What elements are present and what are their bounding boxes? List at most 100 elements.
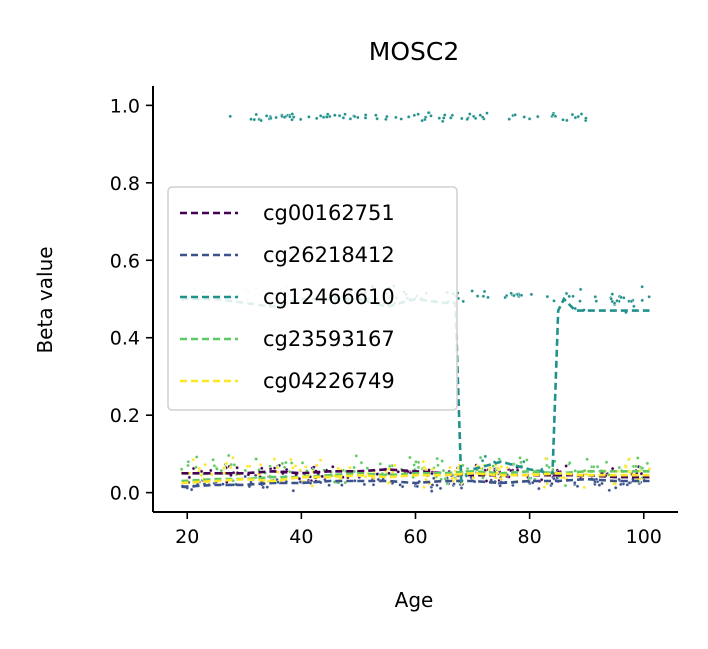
scatter-point <box>330 464 335 469</box>
scatter-point <box>450 476 455 481</box>
scatter-point <box>563 483 568 488</box>
scatter-point <box>363 474 368 479</box>
x-tick-label: 40 <box>289 526 313 548</box>
scatter-point <box>300 461 305 465</box>
scatter-point <box>568 461 572 465</box>
scatter-point <box>561 118 565 122</box>
scatter-point <box>284 460 288 465</box>
scatter-point <box>610 292 615 296</box>
scatter-point <box>575 484 580 489</box>
scatter-point <box>254 457 259 461</box>
legend-label: cg26218412 <box>263 243 395 267</box>
scatter-point <box>609 297 614 301</box>
scatter-point <box>497 457 502 461</box>
scatter-point <box>400 484 405 489</box>
scatter-point <box>480 458 485 463</box>
scatter-point <box>289 457 293 462</box>
scatter-point <box>189 487 194 492</box>
scatter-point <box>482 289 487 294</box>
scatter-point <box>253 475 258 480</box>
scatter-point <box>315 463 319 468</box>
scatter-point <box>376 477 381 482</box>
scatter-point <box>639 471 644 476</box>
scatter-point <box>551 112 555 117</box>
scatter-point <box>461 299 466 304</box>
scatter-point <box>537 486 541 491</box>
scatter-point <box>179 467 184 472</box>
y-tick-label: 1.0 <box>110 95 140 117</box>
scatter-point <box>374 113 378 117</box>
scatter-point <box>343 480 348 485</box>
scatter-point <box>442 113 447 117</box>
scatter-point <box>647 294 651 299</box>
scatter-point <box>362 482 367 487</box>
scatter-point <box>634 464 638 469</box>
scatter-point <box>435 456 440 461</box>
scatter-point <box>291 488 296 493</box>
scatter-point <box>259 118 263 123</box>
legend: cg00162751 cg26218412 cg12466610 cg23593167… <box>167 186 458 411</box>
scatter-point <box>268 116 273 121</box>
scatter-point <box>275 465 280 470</box>
scatter-point <box>480 115 485 119</box>
scatter-point <box>448 465 452 470</box>
scatter-point <box>519 293 524 298</box>
scatter-point <box>498 483 502 488</box>
scatter-point <box>579 112 584 116</box>
scatter-point <box>289 461 294 465</box>
trend-line-cg04226749 <box>181 471 650 485</box>
scatter-point <box>483 454 488 459</box>
scatter-point <box>440 459 444 463</box>
scatter-point <box>619 295 623 300</box>
scatter-point <box>336 466 340 471</box>
scatter-point <box>470 289 474 293</box>
scatter-point <box>431 476 436 481</box>
scatter-point <box>486 295 490 300</box>
scatter-point <box>298 479 303 484</box>
scatter-point <box>265 485 270 489</box>
scatter-point <box>519 460 523 465</box>
scatter-point <box>485 111 489 115</box>
scatter-point <box>441 468 446 473</box>
scatter-point <box>473 116 478 121</box>
scatter-point <box>640 466 645 470</box>
scatter-point <box>459 116 464 121</box>
scatter-point <box>399 117 404 121</box>
scatter-point <box>600 481 604 486</box>
scatter-point <box>615 298 619 303</box>
scatter-point <box>232 463 237 467</box>
scatter-point <box>436 463 440 468</box>
scatter-point <box>617 477 621 482</box>
scatter-point <box>414 460 418 464</box>
scatter-point <box>231 455 235 460</box>
scatter-point <box>422 465 427 470</box>
scatter-point <box>416 112 420 116</box>
scatter-point <box>365 466 370 470</box>
scatter-point <box>320 474 325 479</box>
y-tick-label: 0.2 <box>110 405 140 427</box>
scatter-point <box>212 463 217 468</box>
scatter-point <box>578 287 583 292</box>
scatter-point <box>617 465 622 470</box>
scatter-point <box>211 457 215 462</box>
scatter-point <box>375 116 379 121</box>
scatter-point <box>552 299 556 303</box>
scatter-point <box>459 486 464 490</box>
scatter-point <box>412 113 417 118</box>
scatter-point <box>612 301 617 306</box>
scatter-point <box>298 117 303 122</box>
scatter-point <box>481 294 486 299</box>
scatter-point <box>551 467 555 472</box>
x-tick-label: 80 <box>518 526 542 548</box>
scatter-point <box>392 463 397 468</box>
scatter-point <box>471 476 476 480</box>
scatter-point <box>272 457 277 461</box>
scatter-point <box>280 461 285 466</box>
x-tick-label: 60 <box>403 526 427 548</box>
scatter-point <box>310 484 315 488</box>
scatter-point <box>354 454 359 458</box>
scatter-point <box>619 482 623 487</box>
scatter-point <box>594 299 599 303</box>
scatter-point <box>208 468 213 473</box>
y-axis-label: Beta value <box>33 246 57 353</box>
